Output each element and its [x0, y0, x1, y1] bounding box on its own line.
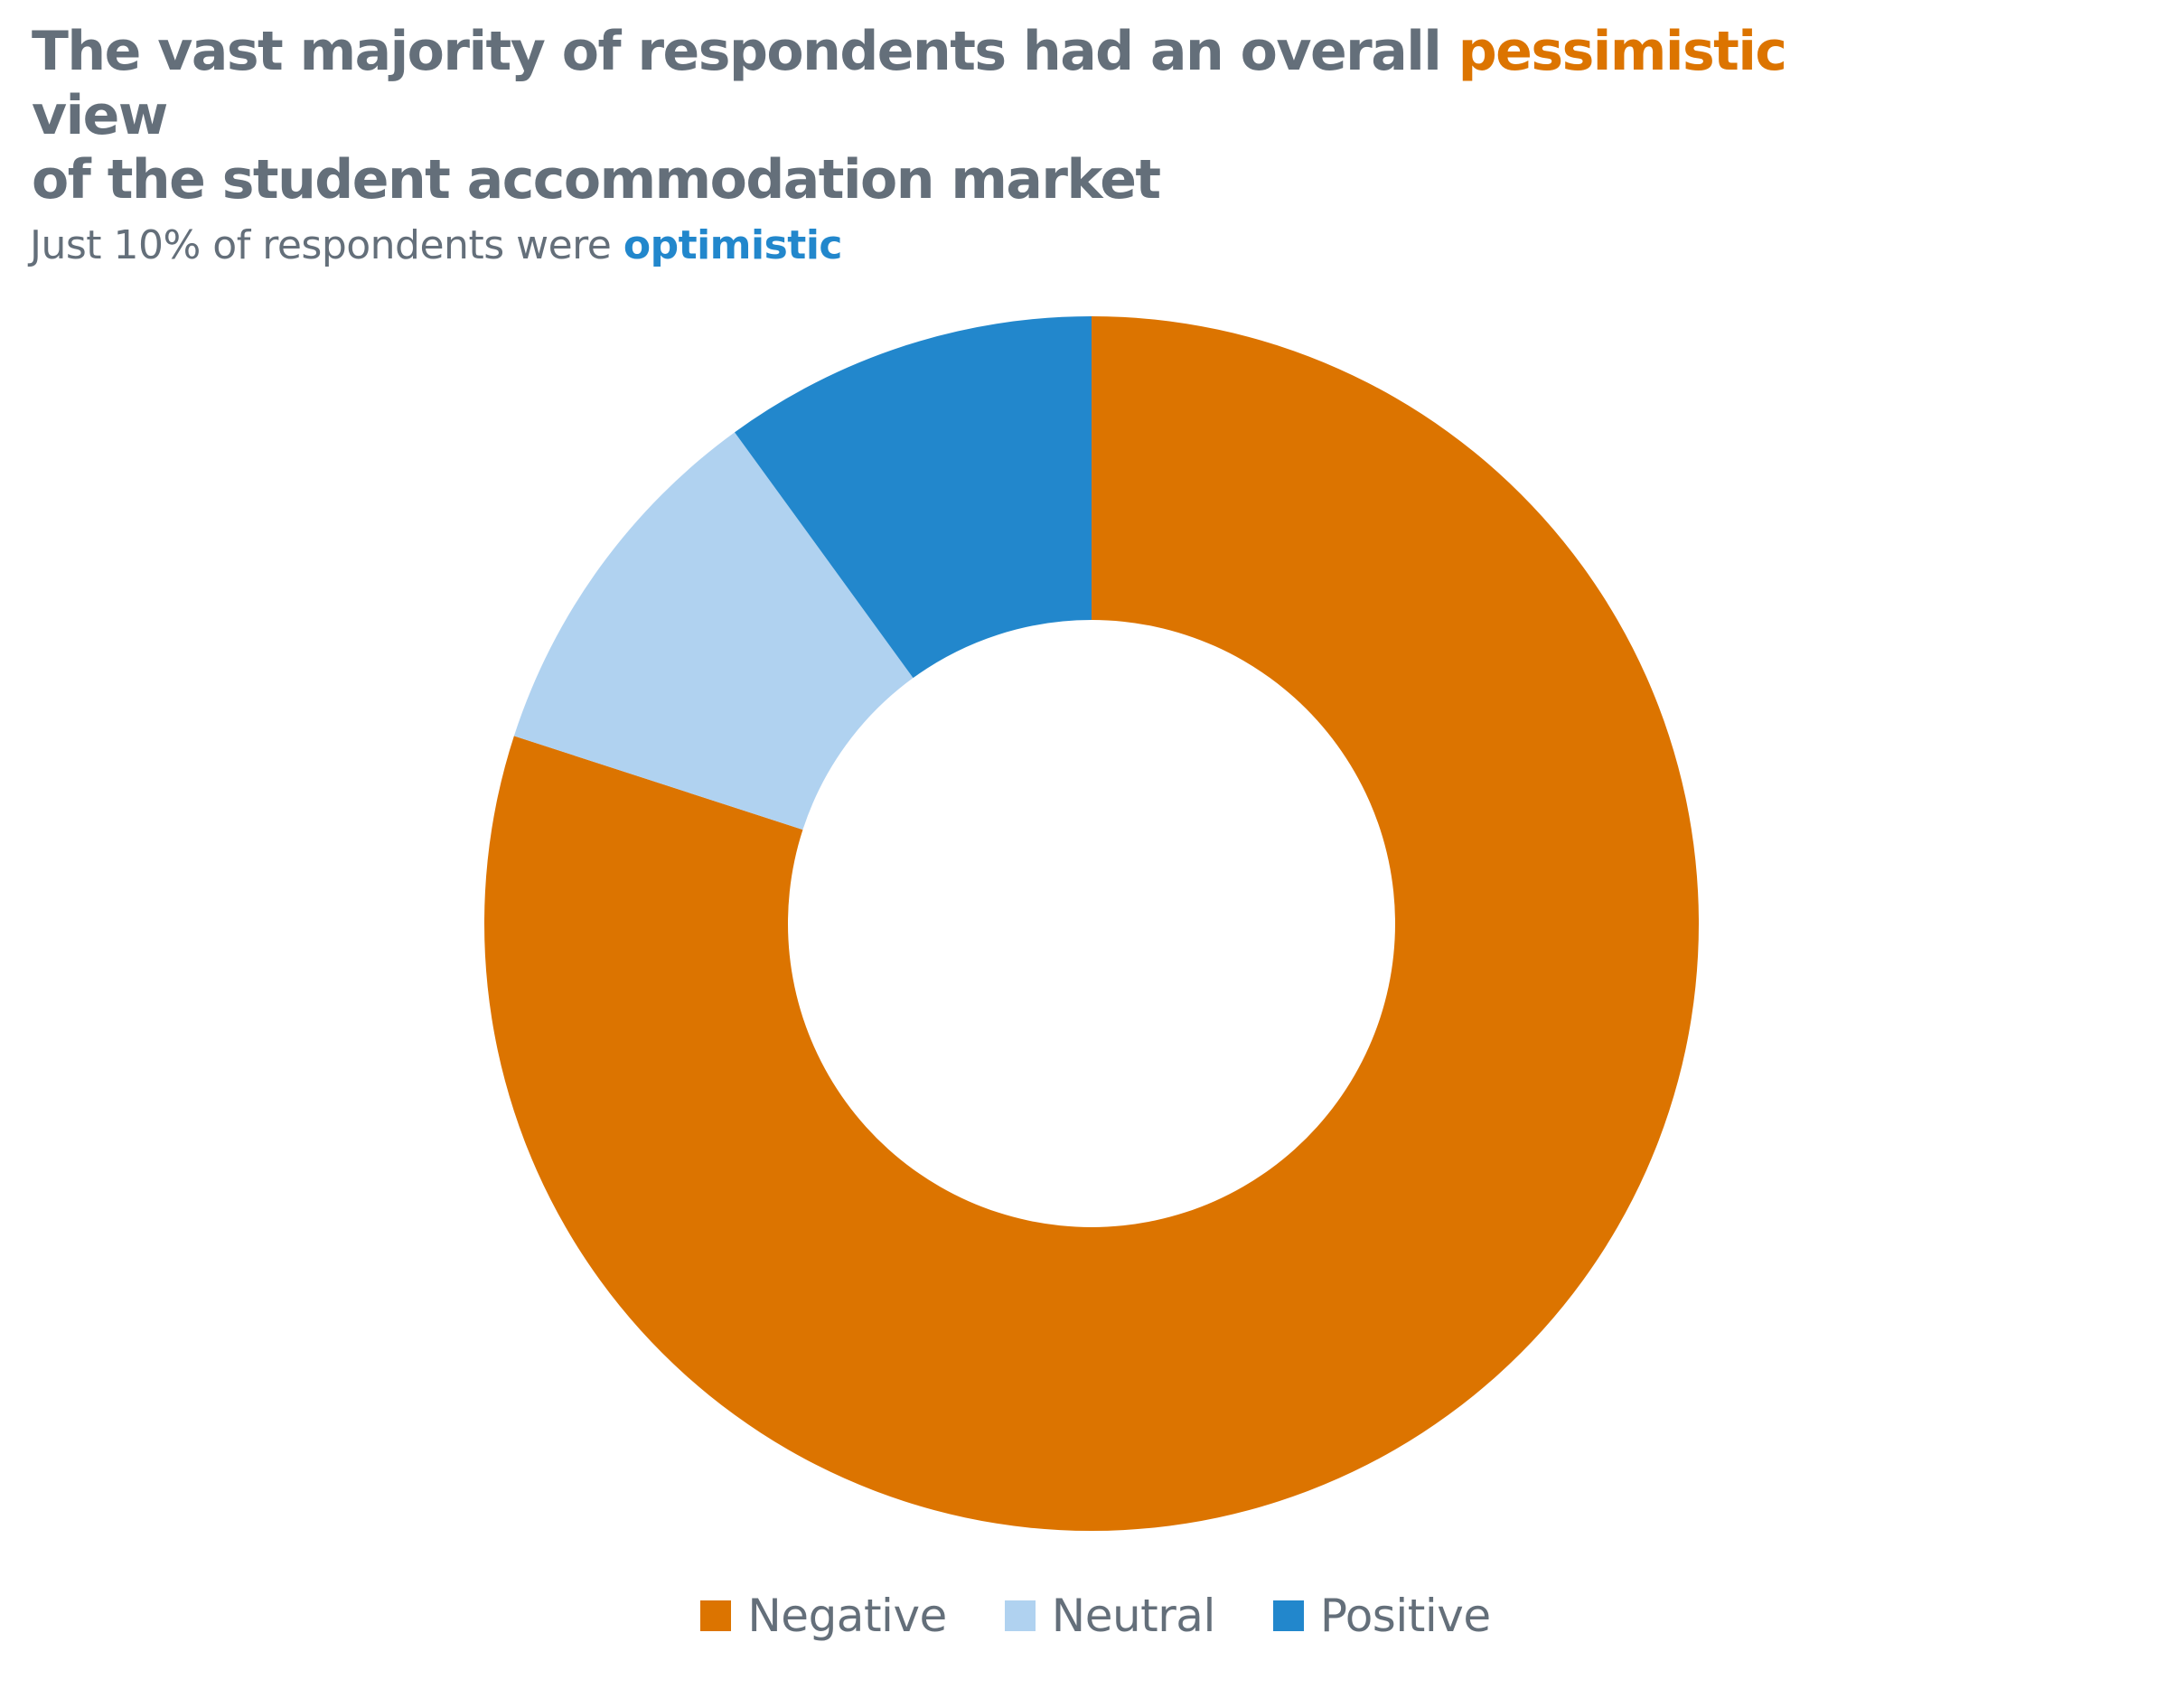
- donut-slice-negative: [484, 316, 1699, 1531]
- donut-slice-neutral: [513, 432, 914, 830]
- donut-slice-positive: [735, 316, 1092, 679]
- subtitle-highlight-optimistic: optimistic: [623, 222, 843, 268]
- chart-legend: Negative Neutral Positive: [0, 1589, 2184, 1643]
- title-text-start: The vast majority of respondents had an …: [32, 20, 1458, 83]
- legend-item-negative: Negative: [700, 1589, 947, 1643]
- title-text-end: view: [32, 84, 168, 147]
- legend-swatch-positive: [1272, 1600, 1304, 1631]
- legend-label-negative: Negative: [747, 1590, 947, 1642]
- legend-item-neutral: Neutral: [1004, 1589, 1216, 1643]
- legend-swatch-negative: [700, 1600, 732, 1631]
- chart-title: The vast majority of respondents had an …: [32, 20, 1839, 212]
- legend-label-neutral: Neutral: [1051, 1590, 1216, 1642]
- subtitle-text: Just 10% of respondents were: [30, 222, 623, 268]
- title-line-2: of the student accommodation market: [32, 148, 1161, 211]
- chart-subtitle: Just 10% of respondents were optimistic: [30, 219, 843, 273]
- legend-swatch-neutral: [1004, 1600, 1036, 1631]
- legend-item-positive: Positive: [1272, 1589, 1491, 1643]
- legend-label-positive: Positive: [1319, 1590, 1491, 1642]
- title-highlight-pessimistic: pessimistic: [1458, 20, 1787, 83]
